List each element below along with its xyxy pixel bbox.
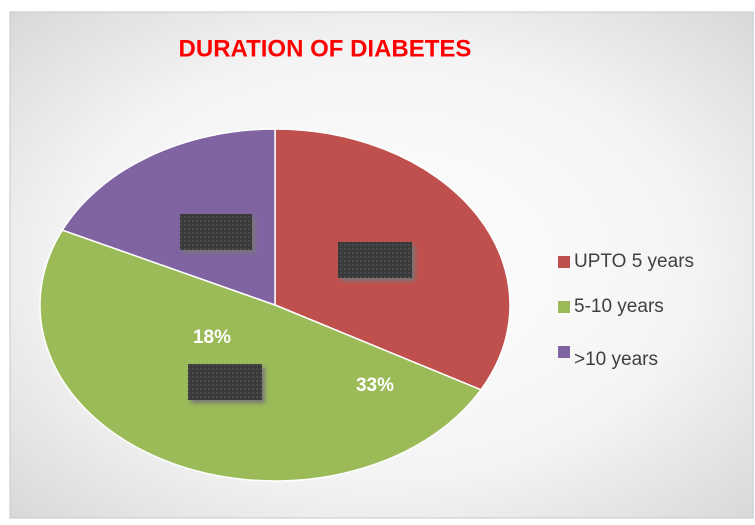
- legend-swatch: [558, 256, 570, 268]
- legend: UPTO 5 years 5-10 years >10 years: [558, 251, 694, 370]
- pie: [40, 129, 510, 481]
- legend-label: >10 years: [574, 349, 658, 370]
- pie-slice: [62, 129, 275, 305]
- legend-label: 5-10 years: [574, 296, 664, 317]
- redaction-box: [338, 242, 412, 278]
- legend-label: UPTO 5 years: [574, 251, 694, 272]
- legend-swatch: [558, 301, 570, 313]
- labels: 33% 18%: [193, 327, 394, 396]
- legend-swatch: [558, 346, 570, 358]
- redactions: [180, 214, 412, 400]
- data-label: 18%: [193, 327, 231, 348]
- redaction-box: [188, 364, 262, 400]
- redaction-box: [180, 214, 252, 250]
- chart-title: DURATION OF DIABETES: [179, 35, 472, 62]
- pie-slice: [40, 230, 481, 481]
- data-label: 33%: [356, 375, 394, 396]
